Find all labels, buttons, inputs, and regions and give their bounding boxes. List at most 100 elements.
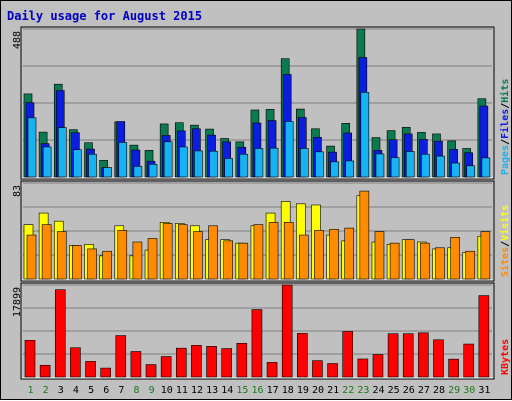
bar-pages-day-29	[451, 162, 460, 178]
x-tick-label-day-8: 8	[133, 385, 139, 396]
x-tick-label-day-10: 10	[161, 385, 173, 396]
bar-sites-day-20	[314, 230, 324, 280]
bar-kbytes-day-20	[312, 360, 323, 378]
bar-sites-day-9	[147, 238, 158, 280]
bar-sites-day-26	[404, 239, 415, 280]
x-tick-label-day-30: 30	[463, 385, 475, 396]
bar-sites-day-19	[299, 234, 309, 280]
bar-sites-day-31	[480, 231, 491, 280]
x-tick-label-day-28: 28	[433, 385, 445, 396]
bar-pages-day-21	[330, 161, 339, 178]
bar-kbytes-day-7	[115, 335, 127, 378]
bar-sites-day-10	[162, 223, 173, 280]
x-tick-label-day-21: 21	[327, 385, 339, 396]
ymax-label-kbytes: 17899	[12, 287, 23, 317]
bar-kbytes-day-25	[387, 333, 399, 378]
bar-kbytes-day-12	[191, 345, 202, 378]
x-tick-label-day-16: 16	[251, 385, 263, 396]
bar-kbytes-day-18	[281, 284, 293, 378]
bar-pages-day-11	[178, 146, 188, 178]
bar-kbytes-day-21	[327, 363, 338, 378]
x-tick-label-day-31: 31	[478, 385, 490, 396]
bar-kbytes-day-17	[266, 362, 278, 378]
bar-pages-day-8	[133, 166, 143, 178]
bar-sites-day-18	[283, 222, 294, 280]
bar-kbytes-day-28	[433, 339, 444, 378]
bar-pages-day-1	[27, 117, 37, 178]
legend-separator: /	[500, 139, 511, 145]
x-tick-label-day-7: 7	[118, 385, 124, 396]
bar-sites-day-16	[253, 224, 264, 280]
legend-hits-files-pages: Pages/Files/Hits	[499, 79, 511, 175]
bar-pages-day-17	[269, 147, 279, 178]
bar-pages-day-28	[436, 155, 445, 178]
bar-sites-day-13	[208, 225, 218, 280]
bar-pages-day-30	[466, 165, 476, 178]
x-tick-label-day-19: 19	[297, 385, 309, 396]
x-tick-label-day-11: 11	[176, 385, 188, 396]
bar-pages-day-22	[345, 160, 355, 178]
bar-kbytes-day-9	[145, 364, 157, 378]
bar-pages-day-19	[300, 148, 309, 178]
bar-kbytes-day-30	[463, 343, 475, 378]
x-tick-label-day-20: 20	[312, 385, 324, 396]
legend-entry-pages: Pages	[500, 145, 511, 175]
bar-kbytes-day-3	[54, 289, 66, 378]
bar-kbytes-day-6	[100, 367, 111, 378]
bar-pages-day-14	[224, 158, 233, 178]
bar-kbytes-day-11	[175, 347, 187, 378]
bar-pages-day-13	[209, 150, 218, 178]
x-tick-label-day-18: 18	[282, 385, 294, 396]
x-tick-label-day-14: 14	[221, 385, 233, 396]
x-tick-label-day-24: 24	[373, 385, 385, 396]
bar-kbytes-day-29	[448, 358, 459, 378]
bar-pages-day-24	[375, 153, 385, 178]
bar-kbytes-day-27	[418, 332, 429, 378]
bar-pages-day-5	[88, 153, 97, 178]
bar-pages-day-18	[284, 121, 294, 178]
x-tick-label-day-26: 26	[403, 385, 415, 396]
legend-entry-hits: Hits	[499, 79, 511, 103]
bar-sites-day-25	[389, 242, 400, 280]
bar-kbytes-day-26	[402, 333, 414, 378]
bar-kbytes-day-10	[160, 356, 172, 378]
legend-separator: /	[500, 103, 511, 109]
x-tick-label-day-6: 6	[103, 385, 109, 396]
bar-pages-day-9	[148, 163, 158, 178]
legend-entry-kbytes: KBytes	[500, 339, 511, 375]
bar-kbytes-day-5	[85, 361, 96, 378]
bar-kbytes-day-19	[297, 333, 308, 378]
bar-sites-day-30	[465, 250, 476, 280]
bar-pages-day-15	[239, 153, 249, 178]
bar-kbytes-day-31	[478, 295, 490, 378]
x-tick-label-day-12: 12	[191, 385, 203, 396]
bar-sites-day-24	[374, 231, 385, 280]
bar-kbytes-day-23	[357, 358, 369, 378]
bar-sites-day-15	[238, 242, 249, 280]
bar-pages-day-23	[360, 92, 370, 178]
bar-sites-day-17	[268, 222, 279, 280]
x-tick-label-day-2: 2	[43, 385, 49, 396]
x-tick-label-day-15: 15	[236, 385, 248, 396]
bar-kbytes-day-24	[372, 354, 384, 378]
bar-pages-day-27	[421, 153, 430, 178]
bar-pages-day-2	[42, 146, 52, 178]
legend-entry-visits: Visits	[499, 205, 511, 241]
bar-kbytes-day-16	[251, 309, 263, 378]
bar-sites-day-28	[435, 247, 445, 280]
legend-visits-sites: Sites/Visits	[499, 205, 511, 277]
bar-pages-day-12	[194, 150, 203, 178]
ymax-label-visits-sites: 83	[12, 185, 23, 197]
bar-sites-day-6	[102, 250, 112, 280]
bar-pages-day-3	[57, 127, 67, 178]
x-tick-label-day-5: 5	[88, 385, 94, 396]
bar-sites-day-1	[26, 234, 37, 280]
x-tick-label-day-13: 13	[206, 385, 218, 396]
x-tick-label-day-22: 22	[342, 385, 354, 396]
bar-sites-day-12	[193, 231, 203, 280]
bar-pages-day-10	[163, 141, 173, 178]
legend-entry-sites: Sites	[499, 247, 511, 277]
bar-sites-day-22	[344, 227, 355, 280]
x-tick-label-day-3: 3	[58, 385, 64, 396]
bar-sites-day-23	[359, 190, 370, 280]
